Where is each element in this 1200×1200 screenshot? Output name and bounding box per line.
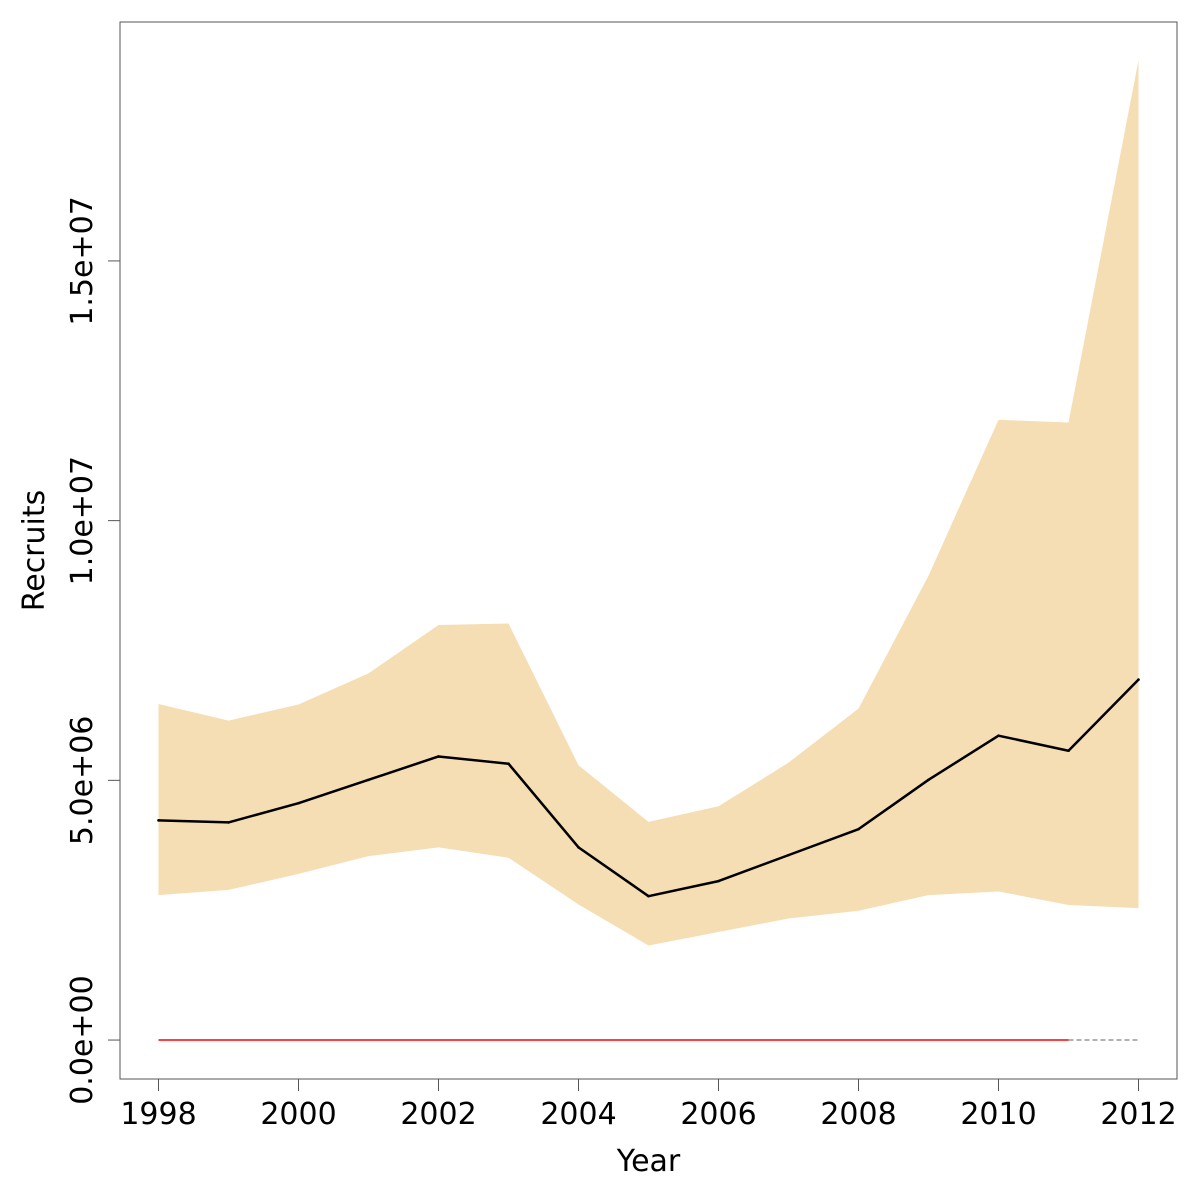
data-point [577,846,580,849]
x-tick-label: 2006 [680,1097,756,1132]
x-axis-title: Year [616,1144,681,1179]
data-point [857,827,860,831]
data-point [1067,749,1070,753]
data-point [227,821,230,824]
x-tick-label: 1998 [120,1097,196,1132]
y-tick-label: 1.5e+07 [65,196,100,325]
x-tick-label: 2008 [820,1097,896,1132]
data-point [367,778,370,782]
data-point [787,853,790,857]
data-point [717,879,720,883]
series-line-layer [157,678,1140,898]
data-point [157,819,160,822]
x-axis: 1998 2000 2002 2004 2006 2008 2010 2012 [120,1078,1177,1132]
x-tick-label: 2004 [540,1097,616,1132]
y-tick-label: 5.0e+06 [65,716,100,845]
data-point [437,755,440,758]
confidence-band-layer [158,60,1139,946]
data-point [927,778,930,782]
x-tick-label: 2000 [260,1097,336,1132]
y-axis: 0.0e+00 5.0e+06 1.0e+07 1.5e+07 [65,196,121,1105]
y-tick-label: 1.0e+07 [65,456,100,585]
data-point [997,734,1000,737]
y-tick-label: 0.0e+00 [65,975,100,1104]
confidence-band [158,60,1139,946]
data-point [507,762,510,766]
data-point [297,801,300,805]
y-axis-title: Recruits [17,490,52,612]
x-tick-label: 2002 [400,1097,476,1132]
data-point [1137,678,1140,681]
x-tick-label: 2012 [1100,1097,1176,1132]
data-point [647,894,650,898]
x-tick-label: 2010 [960,1097,1036,1132]
